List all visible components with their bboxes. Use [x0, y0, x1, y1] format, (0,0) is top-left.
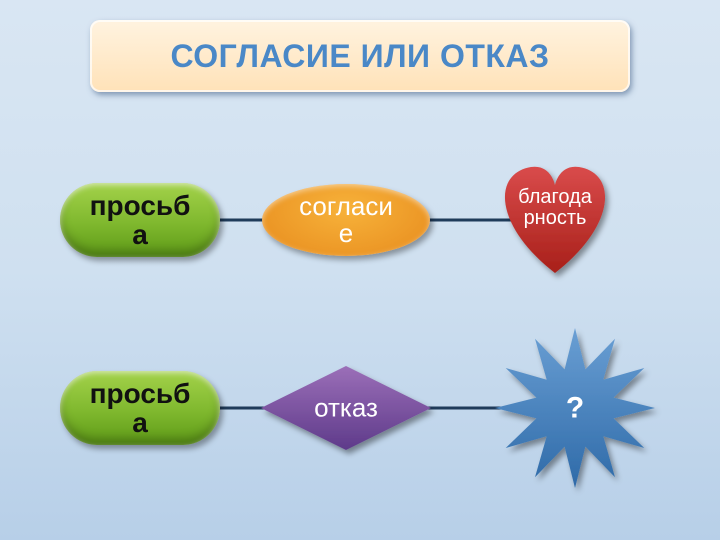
request-1-label: просьба [90, 191, 191, 250]
agree-ellipse: согласие [262, 184, 430, 256]
question-label: ? [566, 392, 584, 424]
deny-label: отказ [314, 394, 378, 421]
agree-label: согласие [299, 193, 393, 248]
request-2-label: просьба [90, 379, 191, 438]
request-pill-2: просьба [60, 371, 220, 445]
thanks-label: благодарность [495, 187, 615, 229]
diagram-canvas [0, 0, 720, 540]
request-pill-1: просьба [60, 183, 220, 257]
